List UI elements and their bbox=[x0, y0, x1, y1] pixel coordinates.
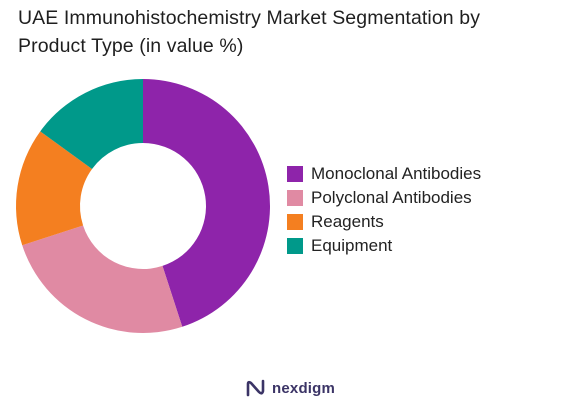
legend-swatch bbox=[287, 214, 303, 230]
legend-item-reagents: Reagents bbox=[287, 210, 481, 234]
chart-legend: Monoclonal Antibodies Polyclonal Antibod… bbox=[287, 162, 481, 258]
legend-label: Monoclonal Antibodies bbox=[311, 164, 482, 183]
legend-label: Equipment bbox=[311, 236, 393, 255]
brand-footer: nexdigm bbox=[245, 378, 335, 398]
legend-swatch bbox=[287, 166, 303, 182]
brand-name: nexdigm bbox=[272, 379, 336, 397]
legend-swatch bbox=[287, 238, 303, 254]
legend-label: Reagents bbox=[311, 212, 384, 231]
legend-item-polyclonal-antibodies: Polyclonal Antibodies bbox=[287, 186, 481, 210]
legend-label: Polyclonal Antibodies bbox=[311, 188, 472, 207]
legend-item-monoclonal-antibodies: Monoclonal Antibodies bbox=[287, 162, 481, 186]
donut-slice-equipment bbox=[40, 79, 144, 169]
donut-slice-monoclonal-antibodies bbox=[143, 79, 270, 327]
nexdigm-logo-icon bbox=[246, 379, 265, 397]
donut-slice-reagents bbox=[15, 131, 93, 246]
legend-item-equipment: Equipment bbox=[287, 234, 481, 258]
chart-title: UAE Immunohistochemistry Market Segmenta… bbox=[18, 7, 481, 57]
legend-swatch bbox=[287, 190, 303, 206]
donut-slice-polyclonal-antibodies bbox=[22, 225, 183, 333]
